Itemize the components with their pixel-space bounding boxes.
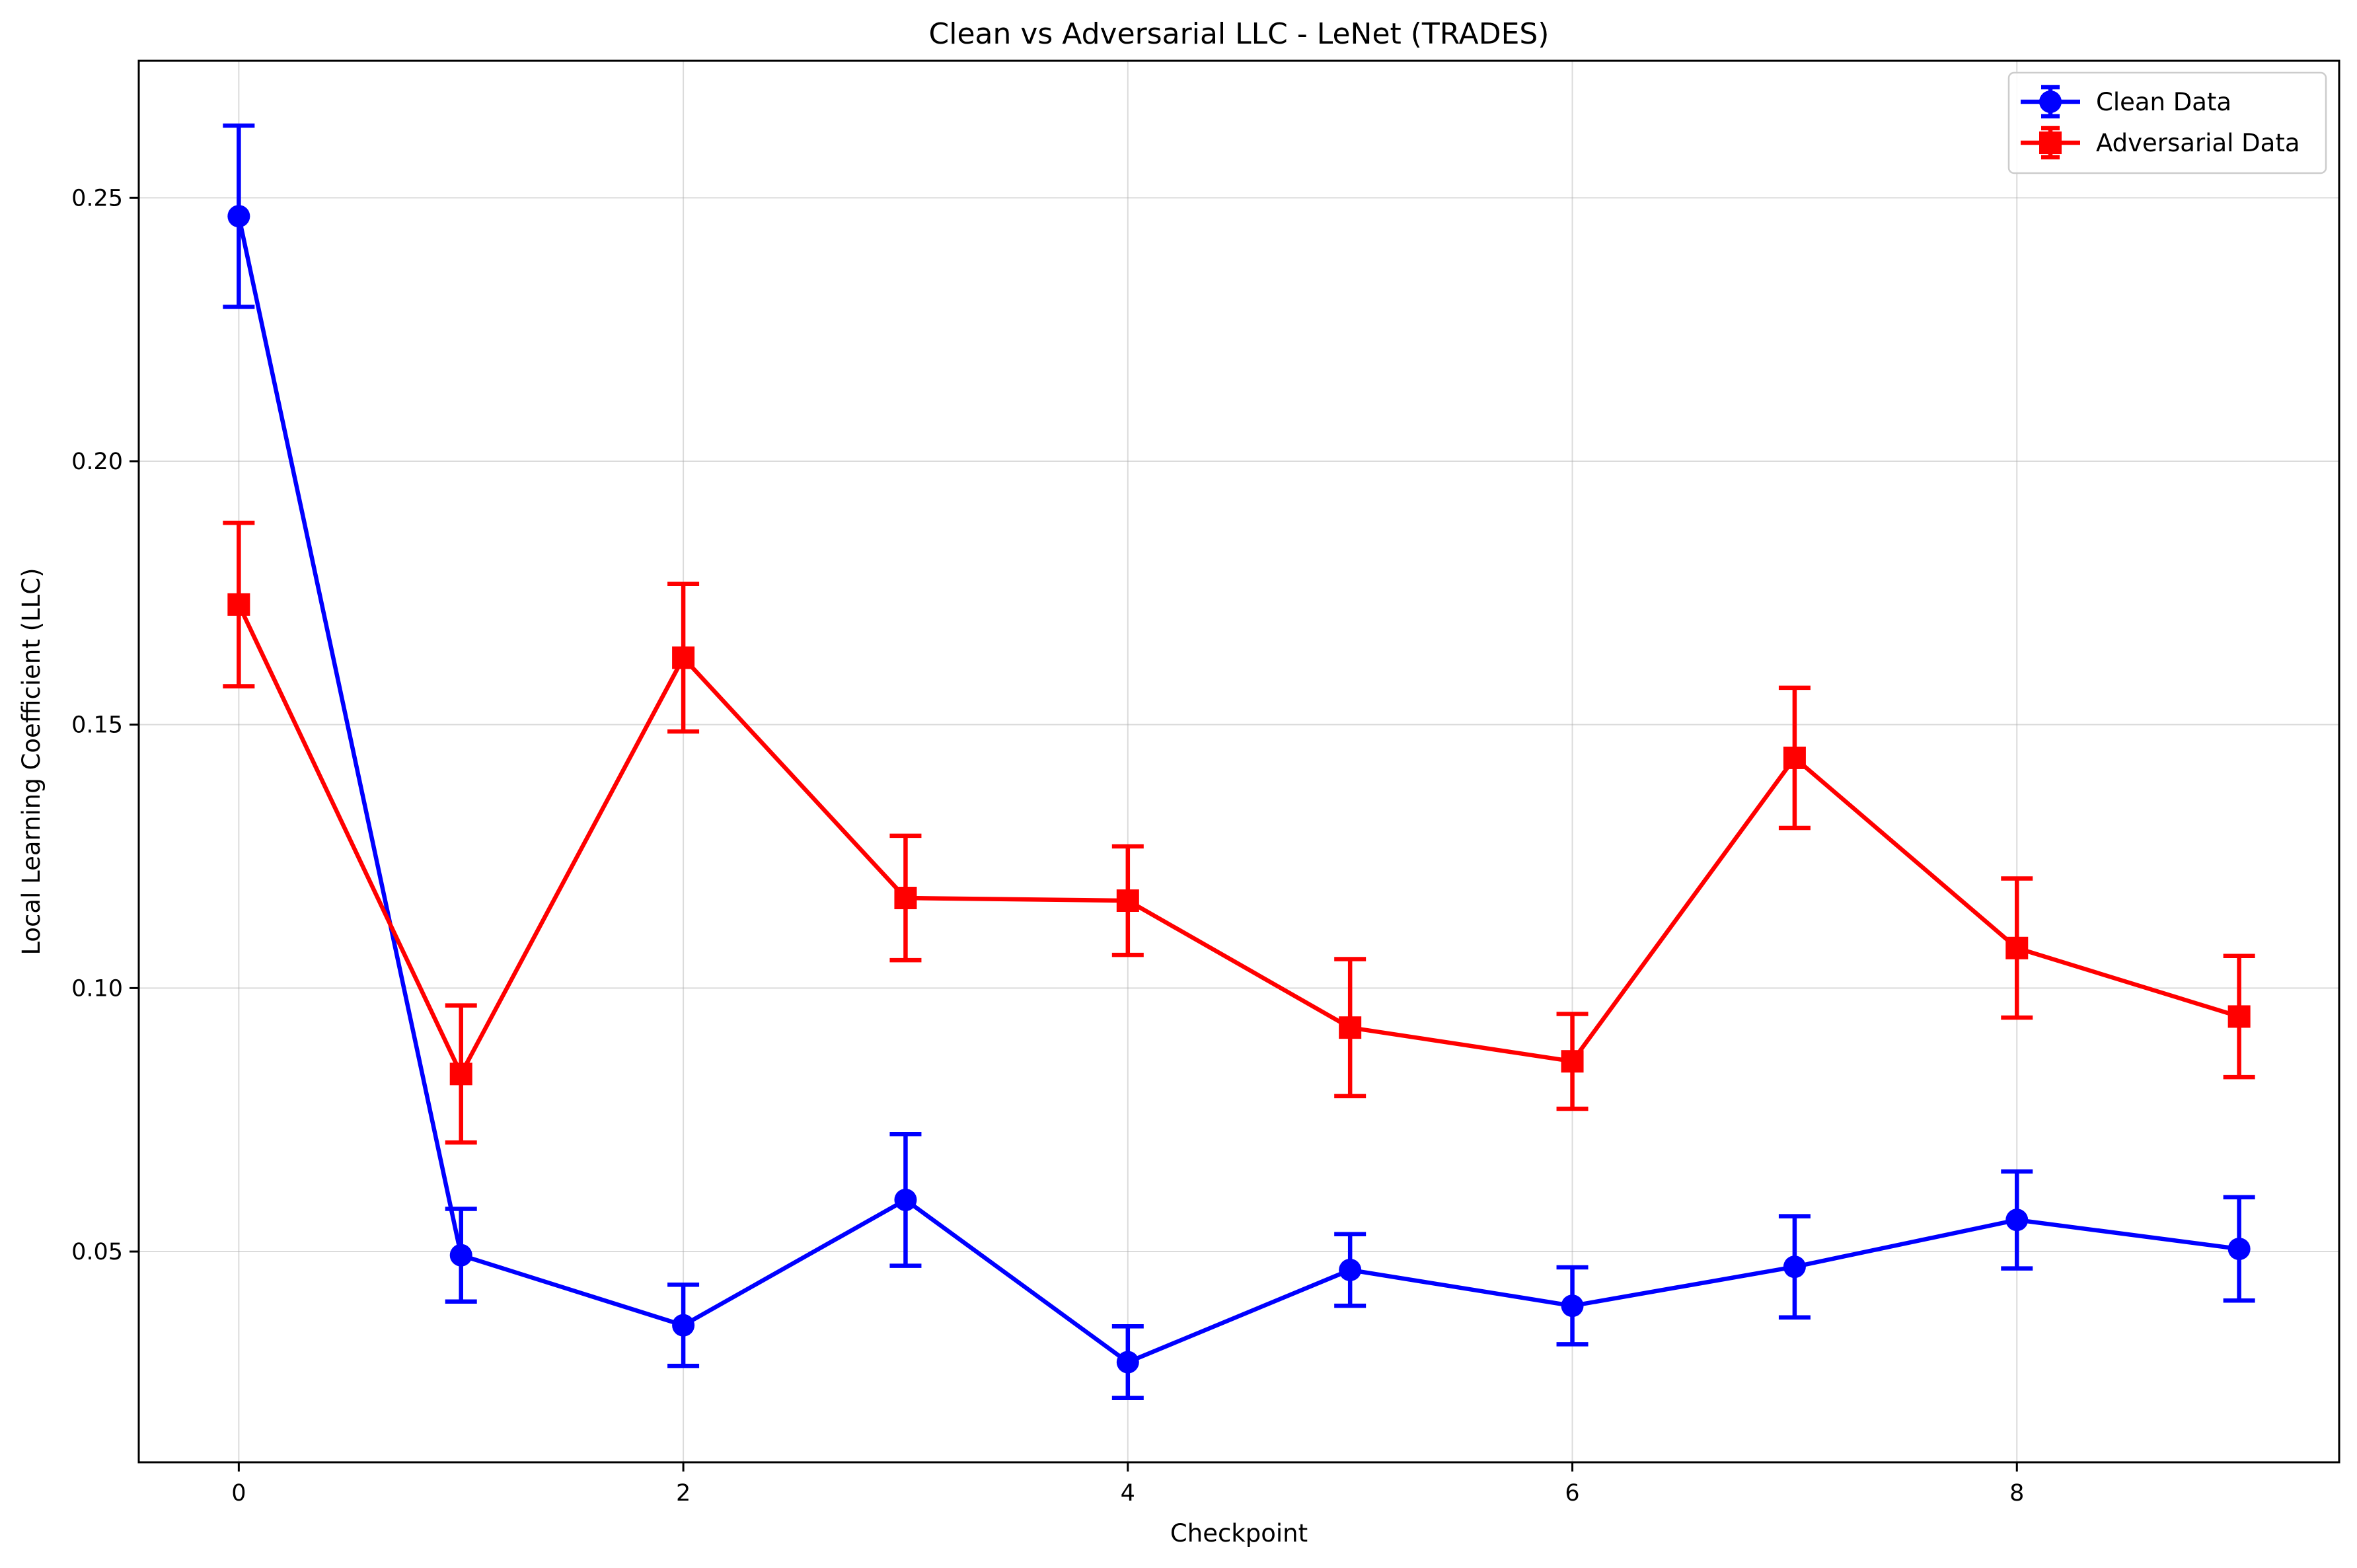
legend-item-adversarial-data[interactable]: Adversarial Data — [2021, 126, 2300, 160]
data-point-clean-data[interactable] — [2005, 1209, 2029, 1232]
y-axis-label: Local Learning Coefficient (LLC) — [17, 568, 46, 955]
x-tick-label: 2 — [676, 1480, 691, 1507]
data-point-adversarial-data[interactable] — [2227, 1005, 2251, 1028]
y-tick-label: 0.15 — [71, 712, 123, 739]
data-point-adversarial-data[interactable] — [2005, 936, 2029, 959]
data-point-adversarial-data[interactable] — [672, 646, 695, 669]
series-layer — [223, 123, 2255, 1400]
data-point-clean-data[interactable] — [1783, 1255, 1806, 1279]
legend-label-clean-data: Clean Data — [2096, 88, 2231, 116]
data-point-clean-data[interactable] — [2227, 1238, 2251, 1261]
x-axis-label: Checkpoint — [1170, 1519, 1308, 1548]
legend-label-adversarial-data: Adversarial Data — [2096, 129, 2300, 157]
data-point-clean-data[interactable] — [1116, 1351, 1139, 1374]
data-point-clean-data[interactable] — [1561, 1294, 1584, 1318]
legend-marker — [2039, 91, 2062, 113]
data-point-clean-data[interactable] — [1339, 1258, 1362, 1281]
data-point-adversarial-data[interactable] — [227, 593, 250, 616]
y-tick-label: 0.20 — [71, 449, 123, 475]
series-clean-data — [223, 123, 2255, 1400]
series-line-adversarial-data — [237, 603, 2240, 1076]
data-point-clean-data[interactable] — [227, 205, 250, 228]
y-tick-label: 0.25 — [71, 185, 123, 211]
x-tick-label: 4 — [1121, 1480, 1135, 1507]
series-adversarial-data — [223, 521, 2255, 1145]
data-point-adversarial-data[interactable] — [1783, 746, 1806, 769]
data-point-adversarial-data[interactable] — [449, 1063, 472, 1086]
legend-marker — [2039, 131, 2062, 154]
x-tick-label: 8 — [2009, 1480, 2024, 1507]
plot-frame — [137, 59, 2340, 1464]
x-tick-label: 0 — [231, 1480, 246, 1507]
y-tick-label: 0.05 — [71, 1239, 123, 1265]
legend-item-clean-data[interactable]: Clean Data — [2021, 85, 2231, 119]
x-tick-label: 6 — [1565, 1480, 1579, 1507]
data-point-adversarial-data[interactable] — [1561, 1050, 1584, 1073]
data-point-clean-data[interactable] — [672, 1314, 695, 1337]
data-point-clean-data[interactable] — [449, 1244, 472, 1267]
y-tick-label: 0.10 — [71, 975, 123, 1002]
data-point-adversarial-data[interactable] — [894, 887, 917, 910]
legend[interactable]: Clean Data Adversarial Data — [2007, 71, 2327, 174]
series-line-clean-data — [237, 215, 2240, 1364]
data-point-adversarial-data[interactable] — [1339, 1016, 1362, 1039]
chart-title: Clean vs Adversarial LLC - LeNet (TRADES… — [929, 17, 1550, 51]
data-point-clean-data[interactable] — [894, 1188, 917, 1211]
ticks: 0 2 4 6 8 0.05 0.10 0.15 0.20 0.25 — [71, 185, 2024, 1507]
data-point-adversarial-data[interactable] — [1116, 889, 1139, 913]
legend-box — [2007, 71, 2327, 174]
